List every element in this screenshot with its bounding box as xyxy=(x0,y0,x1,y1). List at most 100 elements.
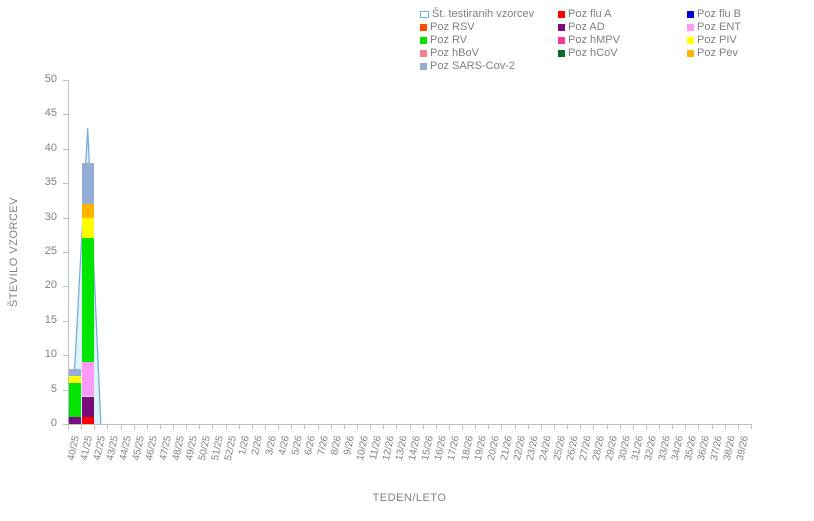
x-axis-tick xyxy=(239,424,240,429)
x-axis-tick xyxy=(541,424,542,429)
legend-item: Poz hCoV xyxy=(558,47,687,60)
x-axis-tick xyxy=(410,424,411,429)
x-axis-tick xyxy=(212,424,213,429)
x-axis-tick xyxy=(94,424,95,429)
x-axis-tick xyxy=(712,424,713,429)
series-swatch-icon xyxy=(558,50,565,57)
x-axis-tick xyxy=(515,424,516,429)
legend-item-label: Poz Pev xyxy=(697,47,738,59)
line-series-marker-icon xyxy=(420,11,429,18)
legend-item-label: Poz hMPV xyxy=(568,34,620,46)
y-axis-tick xyxy=(63,114,68,115)
x-axis-tick xyxy=(81,424,82,429)
y-axis-tick xyxy=(63,149,68,150)
series-swatch-icon xyxy=(420,63,427,70)
legend-item: Poz flu A xyxy=(558,8,687,21)
y-tick-label: 45 xyxy=(44,107,57,119)
x-axis-tick xyxy=(278,424,279,429)
x-axis-tick xyxy=(147,424,148,429)
legend-item: Poz flu B xyxy=(687,8,812,21)
y-tick-label: 40 xyxy=(44,142,57,154)
x-axis-tick xyxy=(620,424,621,429)
legend-item: Poz hMPV xyxy=(558,34,687,47)
x-axis-tick xyxy=(725,424,726,429)
y-tick-label: 20 xyxy=(44,279,57,291)
x-axis-tick xyxy=(436,424,437,429)
x-axis-tick xyxy=(751,424,752,429)
x-axis-tick xyxy=(501,424,502,429)
y-axis-tick xyxy=(63,286,68,287)
legend-item-label: Poz hBoV xyxy=(430,47,479,59)
legend-item: Poz RSV xyxy=(420,21,558,34)
legend-item: Poz ENT xyxy=(687,21,812,34)
x-axis-tick xyxy=(357,424,358,429)
y-axis-tick xyxy=(63,355,68,356)
y-axis-line xyxy=(68,80,69,424)
x-axis-tick xyxy=(383,424,384,429)
legend-item-label: Poz hCoV xyxy=(568,47,618,59)
x-axis-tick xyxy=(554,424,555,429)
series-swatch-icon xyxy=(420,37,427,44)
bar-segment xyxy=(81,417,94,424)
x-axis-tick xyxy=(567,424,568,429)
x-axis-tick xyxy=(107,424,108,429)
series-swatch-icon xyxy=(687,50,694,57)
y-axis-tick xyxy=(63,321,68,322)
y-tick-label: 15 xyxy=(44,314,57,326)
legend-item-label: Poz RV xyxy=(430,34,468,46)
legend-item-label: Poz RSV xyxy=(430,21,475,33)
legend-item-label: Poz flu A xyxy=(568,8,612,20)
x-axis-tick xyxy=(607,424,608,429)
x-axis-tick xyxy=(462,424,463,429)
x-axis-tick xyxy=(291,424,292,429)
x-axis-tick xyxy=(593,424,594,429)
y-tick-label: 50 xyxy=(44,73,57,85)
y-axis-tick xyxy=(63,80,68,81)
x-axis-tick xyxy=(134,424,135,429)
bar-segment xyxy=(68,369,81,376)
bar-segment xyxy=(68,375,81,383)
x-axis-tick xyxy=(186,424,187,429)
x-axis-tick xyxy=(344,424,345,429)
x-axis-tick xyxy=(423,424,424,429)
bar-segment xyxy=(81,162,94,204)
x-axis-tick xyxy=(528,424,529,429)
y-tick-label: 10 xyxy=(44,348,57,360)
y-tick-label: 35 xyxy=(44,176,57,188)
x-axis-tick xyxy=(121,424,122,429)
bar-segment xyxy=(81,362,94,397)
x-axis-tick xyxy=(449,424,450,429)
y-tick-label: 0 xyxy=(50,417,57,429)
series-swatch-icon xyxy=(558,24,565,31)
x-axis-tick xyxy=(331,424,332,429)
series-swatch-icon xyxy=(558,11,565,18)
x-axis-tick xyxy=(160,424,161,429)
bar-segment xyxy=(81,396,94,418)
y-axis-title: ŠTEVILO VZORCEV xyxy=(8,196,20,308)
y-axis-tick xyxy=(63,183,68,184)
bar-segment xyxy=(81,203,94,218)
x-axis-tick xyxy=(633,424,634,429)
series-swatch-icon xyxy=(420,50,427,57)
legend-item-label: Poz AD xyxy=(568,21,605,33)
x-axis-tick xyxy=(475,424,476,429)
x-axis-tick xyxy=(318,424,319,429)
x-axis-tick xyxy=(370,424,371,429)
x-axis-tick xyxy=(488,424,489,429)
y-tick-label: 25 xyxy=(44,245,57,257)
bar-segment xyxy=(81,217,94,239)
bar-segment xyxy=(68,382,81,418)
x-axis-tick xyxy=(580,424,581,429)
x-axis-tick xyxy=(265,424,266,429)
legend-item-label: Poz PIV xyxy=(697,34,737,46)
legend-item: Poz SARS-Cov-2 xyxy=(420,60,558,73)
x-axis-tick xyxy=(199,424,200,429)
x-axis-tick xyxy=(68,424,69,429)
bar-segment xyxy=(68,417,81,424)
legend-item: Poz PIV xyxy=(687,34,812,47)
x-axis-tick xyxy=(396,424,397,429)
legend-item-label: Poz flu B xyxy=(697,8,742,20)
x-axis-tick xyxy=(738,424,739,429)
x-axis-tick xyxy=(685,424,686,429)
